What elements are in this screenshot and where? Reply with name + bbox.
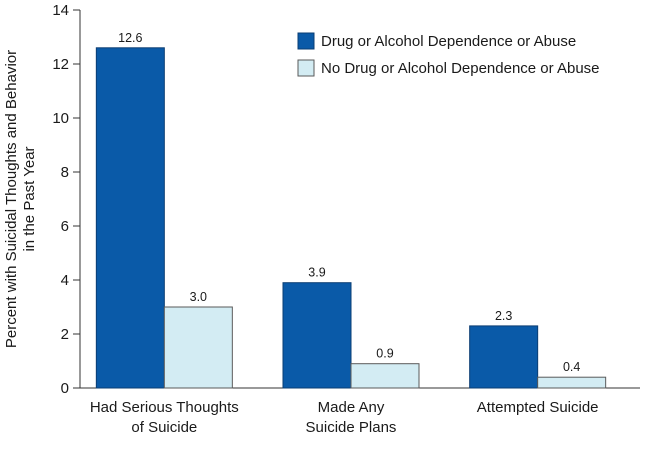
bars: 12.6 3.0 3.9 0.9 2.3 0.4 [95,31,607,389]
bar-dependence [282,282,352,389]
legend-swatch [297,59,315,77]
data-label: 12.6 [118,31,142,45]
category-label: Suicide Plans [306,419,397,436]
y-tick-label: 2 [61,326,69,343]
y-tick-label: 10 [52,110,69,127]
bar-no-dependence [163,306,233,389]
y-tick-label: 6 [61,218,69,235]
legend-label: Drug or Alcohol Dependence or Abuse [321,33,576,50]
category-label: Attempted Suicide [477,399,599,416]
y-tick-label: 8 [61,164,69,181]
data-label: 2.3 [495,309,512,323]
category-label: Made Any [318,399,385,416]
data-label: 0.4 [563,360,580,374]
y-tick-label: 4 [61,272,69,289]
y-tick-label: 0 [61,380,69,397]
y-axis: 0 2 4 6 8 10 12 14 [52,2,81,397]
legend-label: No Drug or Alcohol Dependence or Abuse [321,60,600,77]
y-axis-title-line: in the Past Year [21,146,38,251]
legend: Drug or Alcohol Dependence or Abuse No Dr… [297,32,600,77]
y-tick-label: 12 [52,56,69,73]
bar-dependence [469,325,539,389]
data-label: 3.9 [308,266,325,280]
legend-swatch [297,32,315,50]
bar-no-dependence [350,363,420,389]
bar-no-dependence [537,376,607,389]
category-label: Had Serious Thoughts [90,399,239,416]
x-axis: Had Serious Thoughts of Suicide Made Any Su… [80,387,640,436]
y-axis-title: Percent with Suicidal Thoughts and Behav… [3,50,38,348]
data-label: 3.0 [190,290,207,304]
y-tick-label: 14 [52,2,69,19]
category-label: of Suicide [131,419,197,436]
y-axis-title-line: Percent with Suicidal Thoughts and Behav… [3,50,20,348]
data-label: 0.9 [376,347,393,361]
bar-dependence [95,47,165,389]
